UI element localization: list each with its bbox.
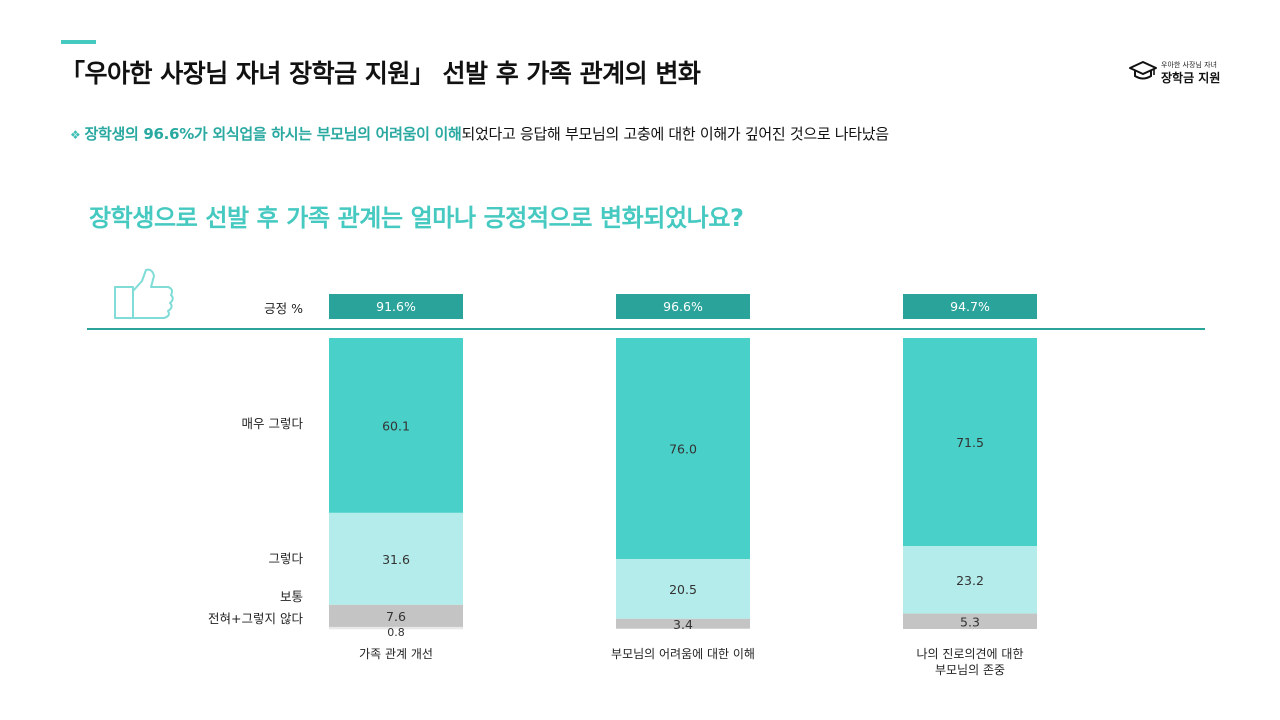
series-label: 그렇다 <box>268 551 303 566</box>
value-label: 23.2 <box>956 573 984 588</box>
category-label: 부모님의 존중 <box>935 663 1005 677</box>
value-label: 0.8 <box>387 626 405 639</box>
bar-segment <box>903 613 1037 629</box>
logo-big-text: 장학금 지원 <box>1161 71 1221 85</box>
positive-row-label: 긍정 % <box>264 301 303 316</box>
value-label: 20.5 <box>669 582 697 597</box>
value-label: 71.5 <box>956 435 984 450</box>
page-title: 「우아한 사장님 자녀 장학금 지원」 선발 후 가족 관계의 변화 <box>60 59 701 88</box>
series-label: 전혀+그렇지 않다 <box>208 611 303 626</box>
value-label: 3.4 <box>673 617 693 632</box>
series-label: 매우 그렇다 <box>242 416 304 431</box>
value-label: 7.6 <box>386 609 406 624</box>
category-label: 가족 관계 개선 <box>359 647 433 661</box>
positive-percent-box <box>616 294 750 319</box>
bar-segment <box>616 618 750 629</box>
bar-segment <box>616 559 750 619</box>
series-label: 보통 <box>280 589 303 604</box>
bar-segment <box>329 604 463 627</box>
positive-percent-box <box>329 294 463 319</box>
graduation-cap-icon <box>1129 61 1157 80</box>
value-label: 76.0 <box>669 442 697 457</box>
summary-text: ❖ 장학생의 96.6%가 외식업을 하시는 부모님의 어려움이 이해되었다고 응… <box>70 123 889 144</box>
positive-percent-label: 94.7% <box>950 299 990 314</box>
bar-segment <box>903 338 1037 547</box>
category-label: 부모님의 어려움에 대한 이해 <box>611 647 755 661</box>
chart-question: 장학생으로 선발 후 가족 관계는 얼마나 긍정적으로 변화되었나요? <box>89 204 744 232</box>
positive-percent-label: 96.6% <box>663 299 703 314</box>
bar-segment <box>903 546 1037 614</box>
bar-segment <box>329 338 463 513</box>
diamond-bullet-icon: ❖ <box>70 128 81 142</box>
value-label: 31.6 <box>382 552 410 567</box>
positive-percent-label: 91.6% <box>376 299 416 314</box>
category-label: 나의 진로의견에 대한 <box>917 647 1024 661</box>
positive-percent-box <box>903 294 1037 319</box>
thumbs-up-icon <box>114 268 174 319</box>
title-accent-bar <box>61 40 96 44</box>
scholarship-logo: 우아한 사장님 자녀 장학금 지원 <box>1129 58 1229 85</box>
bar-segment <box>329 626 463 630</box>
value-label: 60.1 <box>382 418 410 433</box>
summary-rest: 되었다고 응답해 부모님의 고충에 대한 이해가 깊어진 것으로 나타났음 <box>461 125 890 143</box>
summary-highlight: 장학생의 96.6%가 외식업을 하시는 부모님의 어려움이 이해 <box>84 125 462 143</box>
bar-segment <box>616 338 750 560</box>
bar-segment <box>329 512 463 605</box>
value-label: 5.3 <box>960 614 980 629</box>
logo-small-text: 우아한 사장님 자녀 <box>1161 61 1217 69</box>
